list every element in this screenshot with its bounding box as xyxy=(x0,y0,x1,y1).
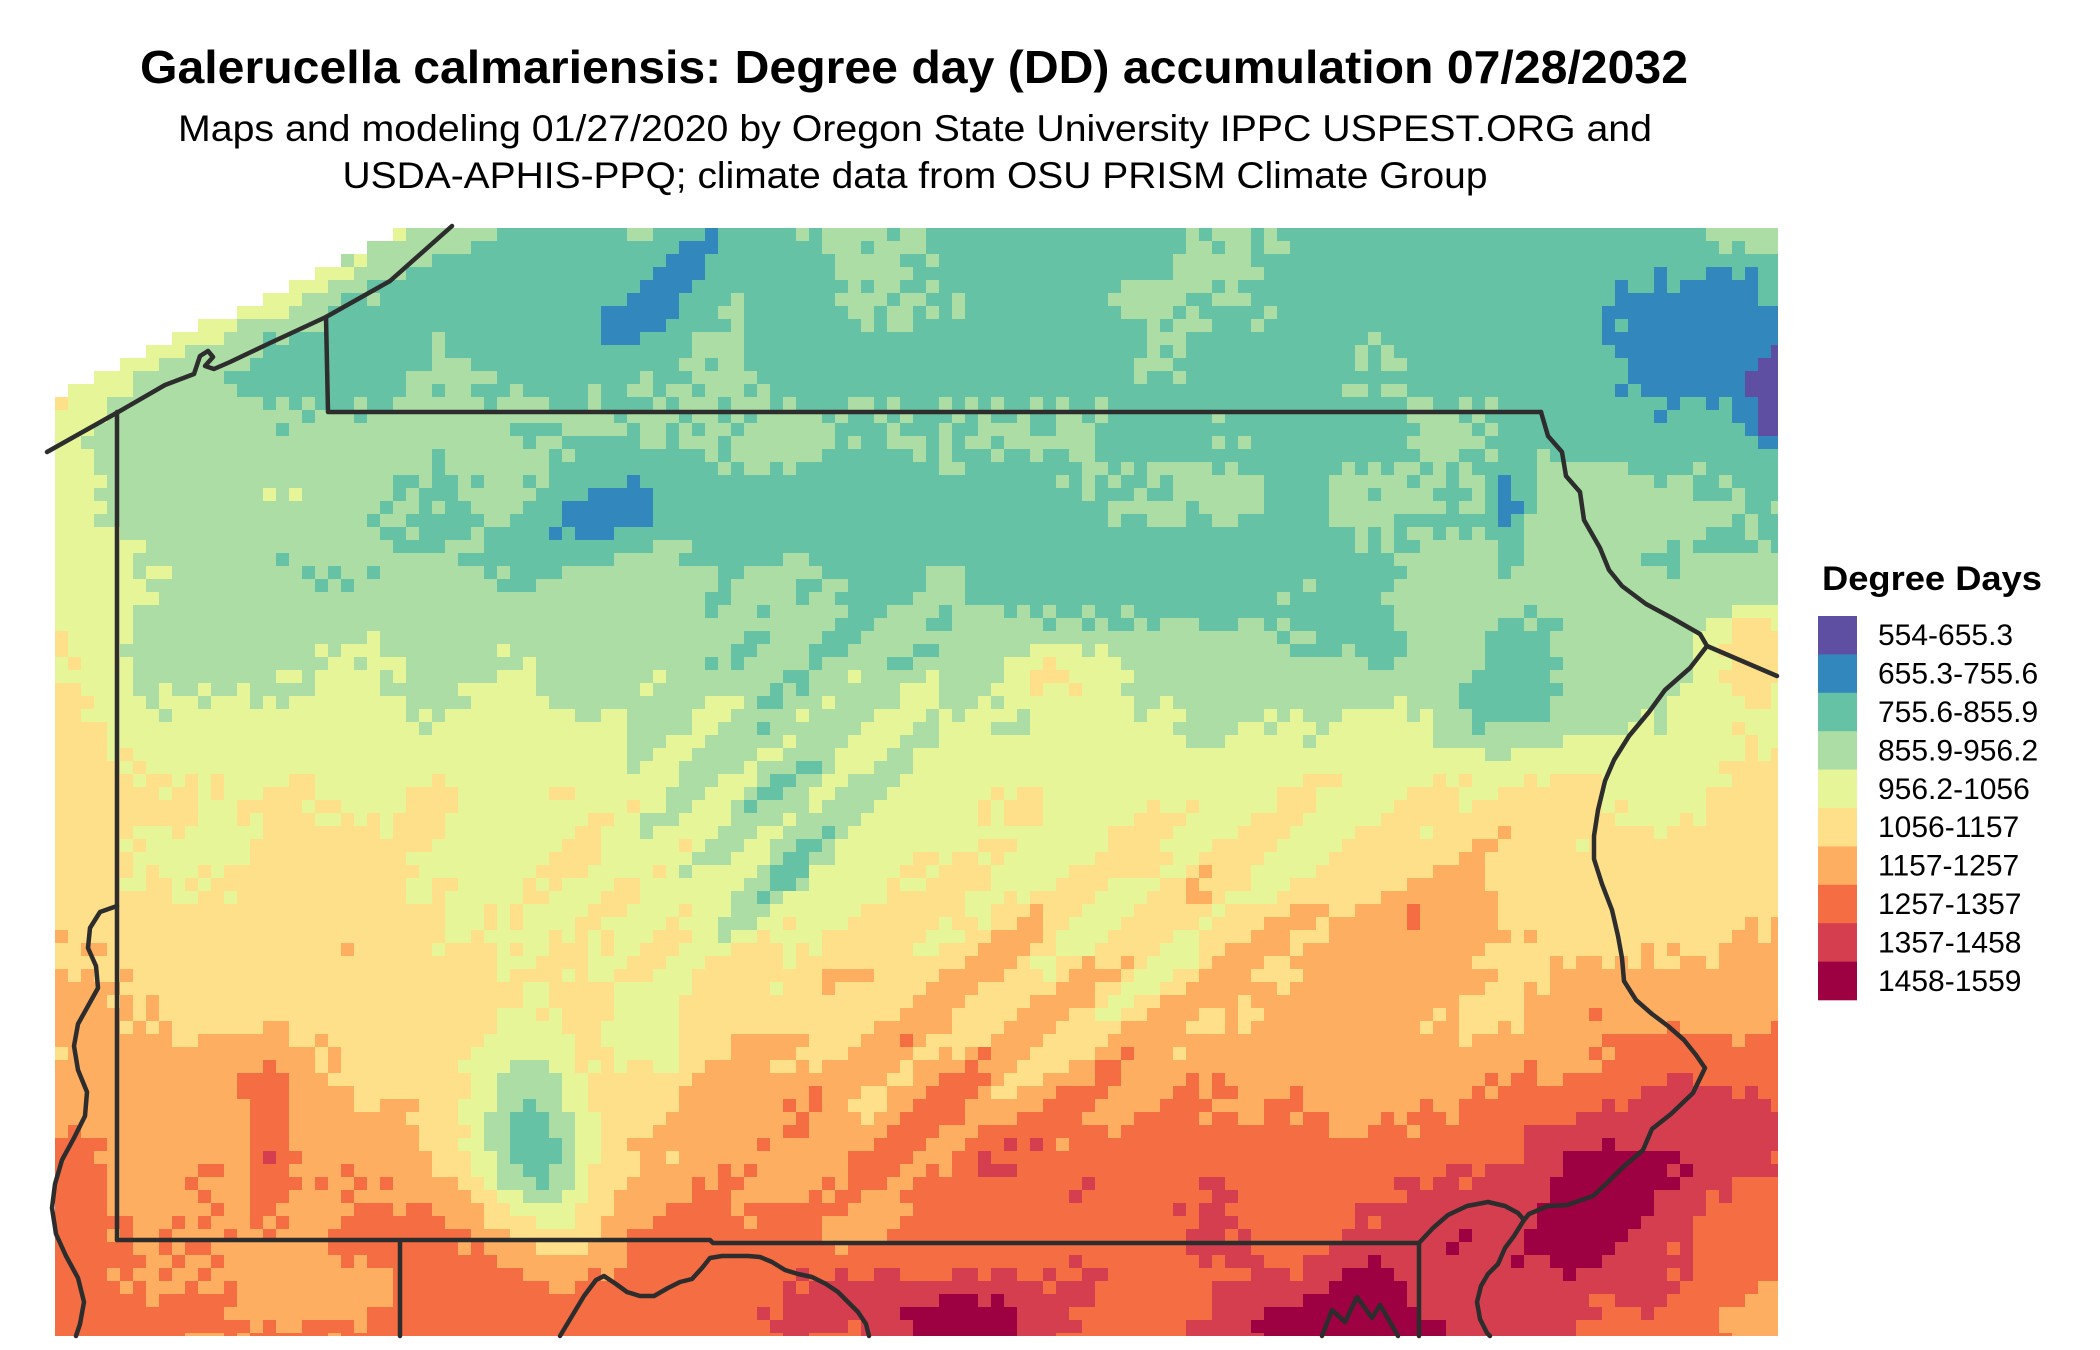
svg-text:956.2-1056: 956.2-1056 xyxy=(1878,773,2030,806)
svg-text:Galerucella calmariensis: Degr: Galerucella calmariensis: Degree day (DD… xyxy=(140,41,1688,93)
svg-text:1257-1357: 1257-1357 xyxy=(1878,888,2021,921)
svg-text:Degree Days: Degree Days xyxy=(1822,560,2042,598)
svg-text:USDA-APHIS-PPQ; climate data f: USDA-APHIS-PPQ; climate data from OSU PR… xyxy=(343,155,1488,196)
svg-text:655.3-755.6: 655.3-755.6 xyxy=(1878,658,2038,691)
svg-text:1157-1257: 1157-1257 xyxy=(1878,850,2019,883)
svg-text:1357-1458: 1357-1458 xyxy=(1878,926,2021,959)
svg-text:1458-1559: 1458-1559 xyxy=(1878,965,2021,998)
svg-text:Maps and modeling 01/27/2020 b: Maps and modeling 01/27/2020 by Oregon S… xyxy=(178,108,1652,149)
svg-text:554-655.3: 554-655.3 xyxy=(1878,619,2013,652)
svg-text:1056-1157: 1056-1157 xyxy=(1878,811,2019,844)
svg-text:855.9-956.2: 855.9-956.2 xyxy=(1878,734,2038,767)
svg-text:755.6-855.9: 755.6-855.9 xyxy=(1878,696,2038,729)
